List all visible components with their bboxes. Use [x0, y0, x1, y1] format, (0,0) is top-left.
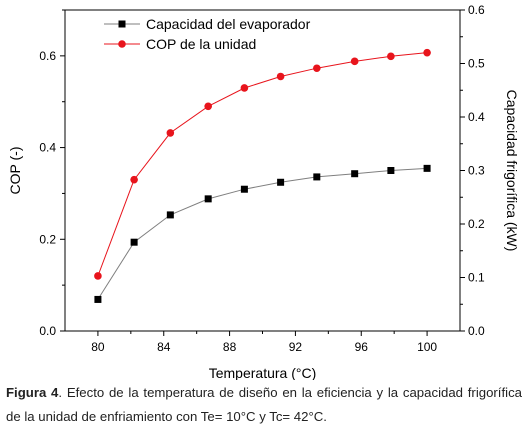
figure-caption: Figura 4. Efecto de la temperatura de di…	[6, 381, 522, 429]
data-point-square	[166, 211, 174, 219]
figure-label: Figura 4	[6, 385, 59, 400]
x-tick-label: 100	[417, 340, 437, 354]
x-tick-label: 84	[157, 340, 171, 354]
plot-frame	[64, 9, 461, 332]
y2-tick-label: 0.4	[468, 110, 485, 124]
y-axis-label: COP (-)	[7, 147, 23, 195]
y2-axis-label: Capacidad frigorífica (kW)	[504, 90, 520, 252]
legend-marker-square	[118, 20, 126, 28]
chart: 80 84 88 92 96 100 0.0 0.2 0.4 0.6 0.0 0.1 0.2 0.3 0.4…	[7, 3, 520, 380]
legend-label: Capacidad del evaporador	[146, 16, 311, 32]
y-tick-label: 0.0	[39, 324, 56, 338]
legend-label: COP de la unidad	[146, 36, 256, 52]
data-point-circle	[276, 72, 285, 81]
data-point-circle	[387, 52, 395, 61]
x-tick-label: 96	[355, 340, 369, 354]
data-point-circle	[240, 84, 249, 92]
data-point-circle	[94, 272, 102, 280]
data-point-circle	[166, 129, 175, 137]
legend-marker-circle	[118, 40, 126, 48]
data-point-square	[387, 167, 395, 174]
data-point-circle	[130, 175, 138, 184]
y-tick-label: 0.6	[39, 49, 56, 63]
data-point-square	[313, 173, 321, 181]
data-point-circle	[204, 102, 212, 111]
x-tick-label: 92	[289, 340, 303, 354]
x-axis-label: Temperatura (°C)	[209, 365, 317, 380]
data-point-square	[130, 238, 138, 246]
data-point-circle	[423, 48, 431, 57]
y2-tick-label: 0.5	[468, 57, 485, 71]
y-tick-label: 0.4	[39, 141, 56, 155]
data-point-circle	[313, 64, 321, 73]
y2-tick-label: 0.3	[468, 164, 485, 178]
figure-caption-text: . Efecto de la temperatura de diseño en …	[6, 385, 522, 424]
data-point-circle	[350, 57, 359, 66]
series-line-1	[97, 52, 428, 277]
data-point-square	[423, 164, 431, 172]
data-point-square	[277, 178, 285, 186]
data-point-square	[94, 295, 102, 303]
x-tick-label: 88	[223, 340, 237, 354]
data-point-square	[240, 185, 248, 193]
x-tick-label: 80	[91, 340, 105, 354]
y-tick-label: 0.2	[39, 232, 56, 246]
series-line-0	[97, 167, 428, 300]
data-point-square	[351, 170, 359, 178]
y2-tick-label: 0.6	[468, 3, 485, 17]
y2-tick-label: 0.1	[468, 271, 485, 285]
data-point-square	[204, 195, 212, 203]
y2-tick-label: 0.2	[468, 217, 485, 231]
y2-tick-label: 0.0	[468, 324, 485, 338]
